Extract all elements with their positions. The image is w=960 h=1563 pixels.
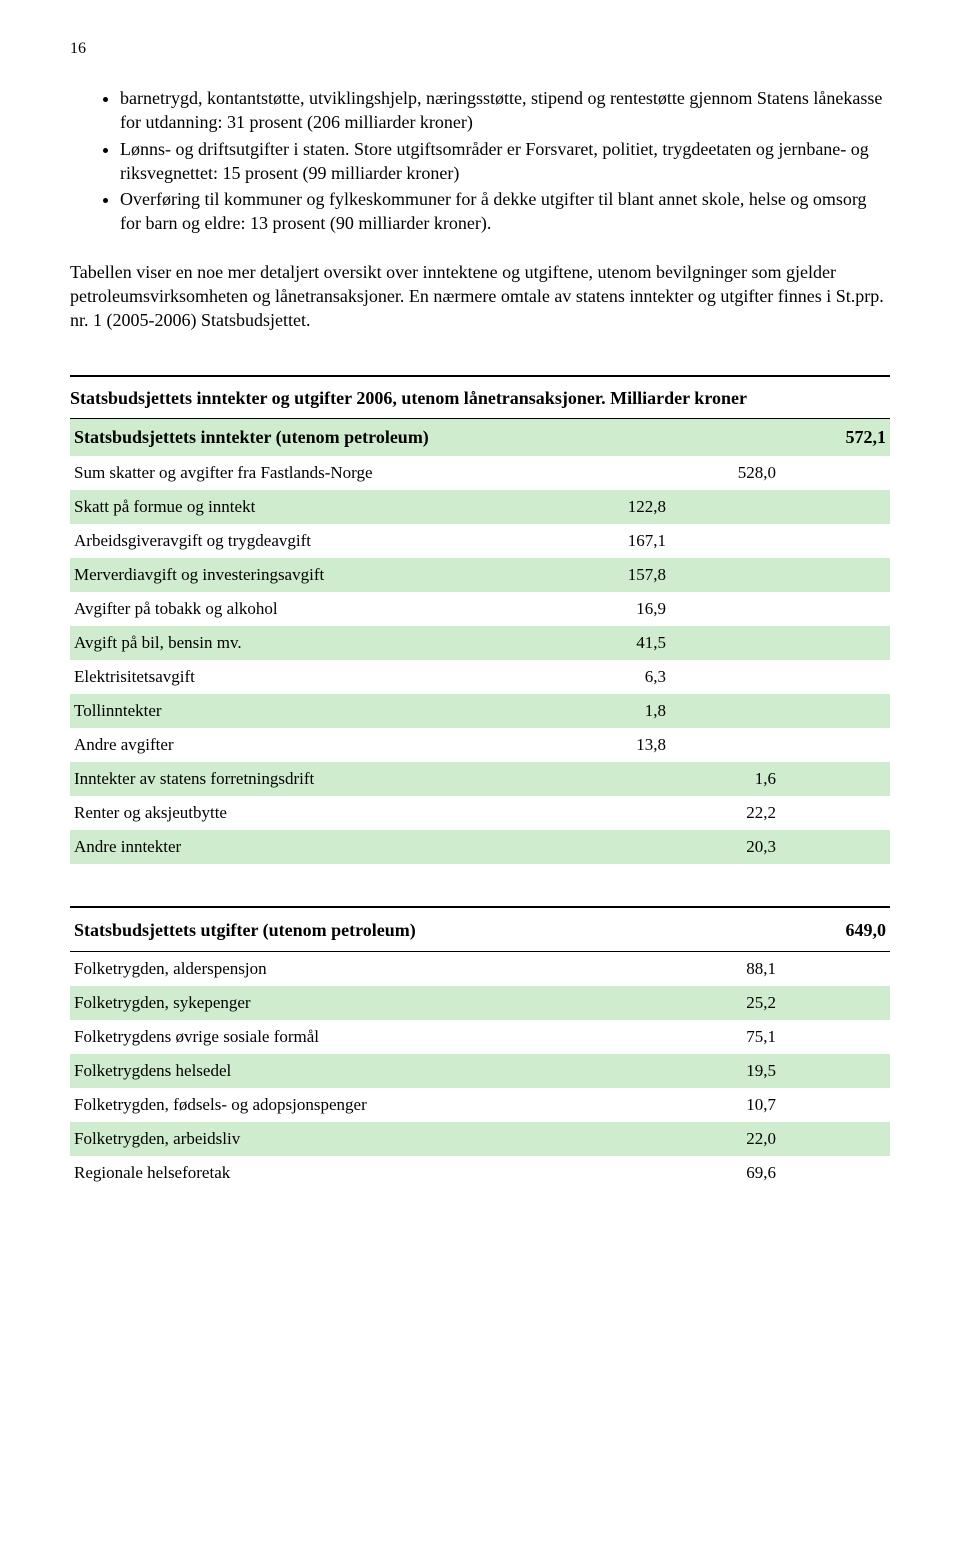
row-col1: 16,9: [556, 599, 666, 619]
bullet-list: barnetrygd, kontantstøtte, utviklingshje…: [70, 86, 890, 236]
table-row: Tollinntekter1,8: [70, 694, 890, 728]
table-row: Elektrisitetsavgift6,3: [70, 660, 890, 694]
table-title: Statsbudsjettets inntekter og utgifter 2…: [70, 377, 890, 419]
expenditure-table: Statsbudsjettets utgifter (utenom petrol…: [70, 906, 890, 1190]
table-row: Folketrygden, alderspensjon 88,1: [70, 952, 890, 986]
row-col2: 22,0: [666, 1129, 776, 1149]
row-col2: 20,3: [666, 837, 776, 857]
body-paragraph: Tabellen viser en noe mer detaljert over…: [70, 260, 890, 333]
row-col2: 19,5: [666, 1061, 776, 1081]
table-header-label: Statsbudsjettets inntekter (utenom petro…: [74, 427, 556, 448]
row-label: Avgift på bil, bensin mv.: [74, 633, 556, 653]
row-col2: 69,6: [666, 1163, 776, 1183]
row-col2: 22,2: [666, 803, 776, 823]
income-table: Statsbudsjettets inntekter og utgifter 2…: [70, 375, 890, 864]
table-header-row: Statsbudsjettets inntekter (utenom petro…: [70, 419, 890, 456]
table2-header-col3: 649,0: [776, 920, 886, 941]
row-col2: 25,2: [666, 993, 776, 1013]
row-col2: 528,0: [666, 463, 776, 483]
row-label: Folketrygdens helsedel: [74, 1061, 556, 1081]
row-col2: 88,1: [666, 959, 776, 979]
row-label: Regionale helseforetak: [74, 1163, 556, 1183]
table-row: Inntekter av statens forretningsdrift 1,6: [70, 762, 890, 796]
row-label: Sum skatter og avgifter fra Fastlands-No…: [74, 463, 556, 483]
table-row: Folketrygdens øvrige sosiale formål 75,1: [70, 1020, 890, 1054]
row-label: Andre avgifter: [74, 735, 556, 755]
row-label: Folketrygden, arbeidsliv: [74, 1129, 556, 1149]
table-row: Renter og aksjeutbytte 22,2: [70, 796, 890, 830]
row-label: Tollinntekter: [74, 701, 556, 721]
row-col1: 13,8: [556, 735, 666, 755]
row-col1: 41,5: [556, 633, 666, 653]
row-col2: 10,7: [666, 1095, 776, 1115]
table-row: Folketrygden, arbeidsliv 22,0: [70, 1122, 890, 1156]
table-row: Avgifter på tobakk og alkohol16,9: [70, 592, 890, 626]
bullet-item: Lønns- og driftsutgifter i staten. Store…: [120, 137, 890, 186]
row-label: Folketrygden, fødsels- og adopsjonspenge…: [74, 1095, 556, 1115]
table-row: Folketrygden, sykepenger 25,2: [70, 986, 890, 1020]
page: 16 barnetrygd, kontantstøtte, utviklings…: [0, 0, 960, 1230]
table-header-col3: 572,1: [776, 427, 886, 448]
row-label: Skatt på formue og inntekt: [74, 497, 556, 517]
table2-header-label: Statsbudsjettets utgifter (utenom petrol…: [74, 920, 776, 941]
table-row: Merverdiavgift og investeringsavgift157,…: [70, 558, 890, 592]
table-row: Folketrygden, fødsels- og adopsjonspenge…: [70, 1088, 890, 1122]
row-col2: 1,6: [666, 769, 776, 789]
row-label: Andre inntekter: [74, 837, 556, 857]
page-number: 16: [70, 40, 890, 58]
row-col1: 167,1: [556, 531, 666, 551]
table-row: Skatt på formue og inntekt122,8: [70, 490, 890, 524]
table-row: Andre inntekter 20,3: [70, 830, 890, 864]
row-col2: 75,1: [666, 1027, 776, 1047]
row-label: Folketrygdens øvrige sosiale formål: [74, 1027, 556, 1047]
row-label: Elektrisitetsavgift: [74, 667, 556, 687]
row-label: Folketrygden, sykepenger: [74, 993, 556, 1013]
table-row: Sum skatter og avgifter fra Fastlands-No…: [70, 456, 890, 490]
table-row: Regionale helseforetak 69,6: [70, 1156, 890, 1190]
row-col1: 1,8: [556, 701, 666, 721]
row-label: Avgifter på tobakk og alkohol: [74, 599, 556, 619]
row-label: Merverdiavgift og investeringsavgift: [74, 565, 556, 585]
row-col1: 157,8: [556, 565, 666, 585]
row-label: Arbeidsgiveravgift og trygdeavgift: [74, 531, 556, 551]
row-col1: 6,3: [556, 667, 666, 687]
row-label: Inntekter av statens forretningsdrift: [74, 769, 556, 789]
row-col1: 122,8: [556, 497, 666, 517]
row-label: Folketrygden, alderspensjon: [74, 959, 556, 979]
row-label: Renter og aksjeutbytte: [74, 803, 556, 823]
table-row: Avgift på bil, bensin mv.41,5: [70, 626, 890, 660]
table-row: Andre avgifter13,8: [70, 728, 890, 762]
bullet-item: Overføring til kommuner og fylkeskommune…: [120, 187, 890, 236]
table-row: Arbeidsgiveravgift og trygdeavgift167,1: [70, 524, 890, 558]
bullet-item: barnetrygd, kontantstøtte, utviklingshje…: [120, 86, 890, 135]
table2-header-row: Statsbudsjettets utgifter (utenom petrol…: [70, 908, 890, 952]
table-row: Folketrygdens helsedel 19,5: [70, 1054, 890, 1088]
